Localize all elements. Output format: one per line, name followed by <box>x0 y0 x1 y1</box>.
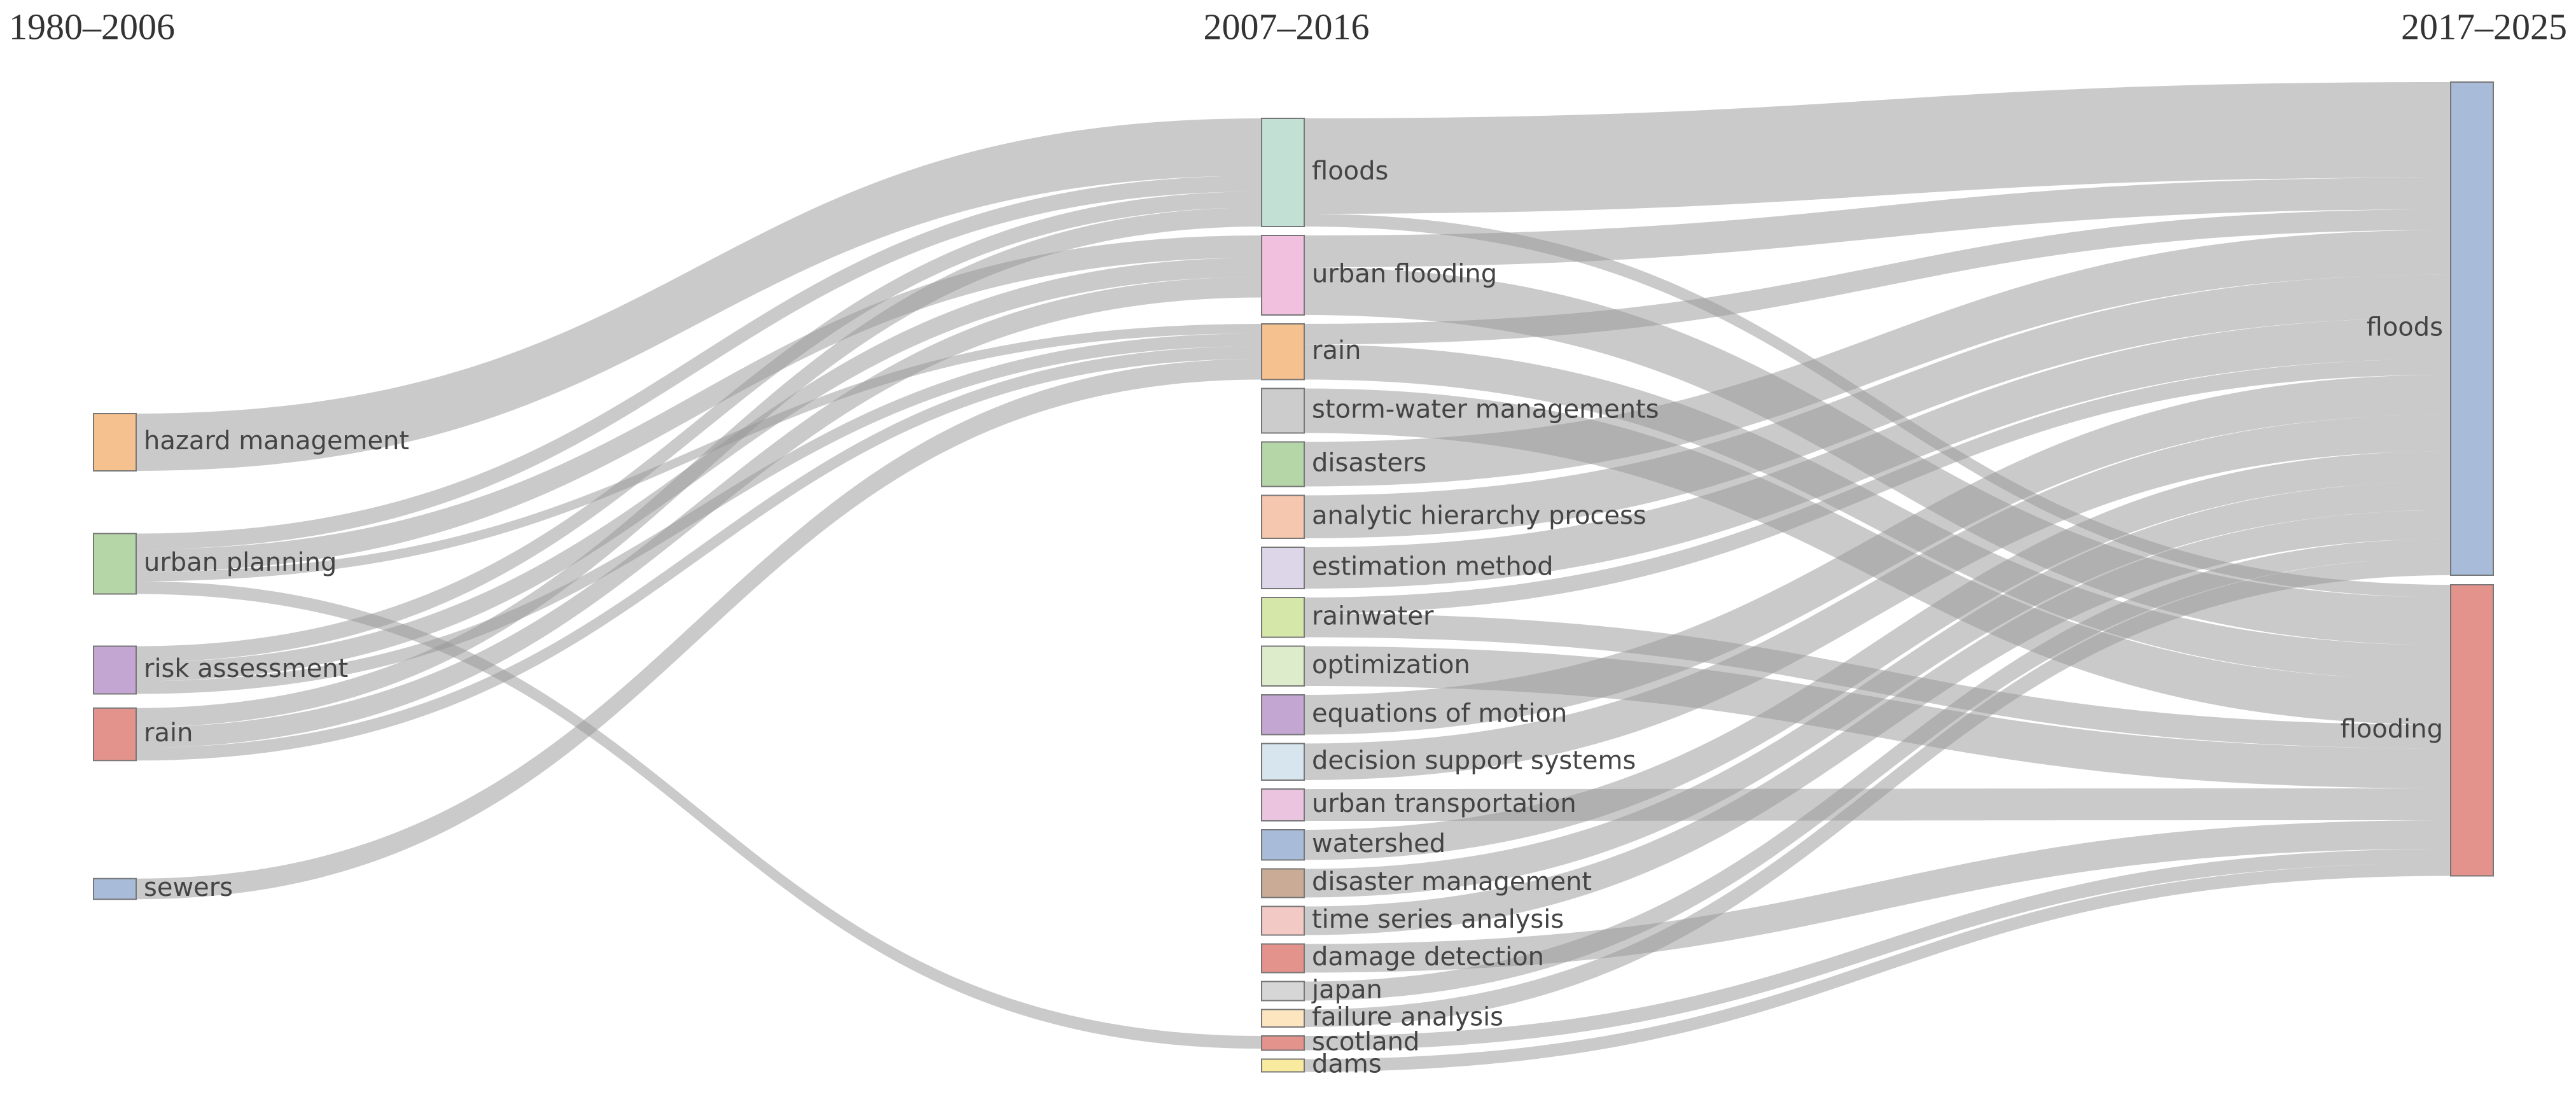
flow-link <box>1304 820 2451 973</box>
node <box>1261 743 1305 781</box>
node-label: scotland <box>1312 1027 1419 1056</box>
flow-link <box>1304 344 2451 680</box>
node <box>1261 905 1305 936</box>
labels: hazard management urban planning risk asse… <box>9 6 2567 1079</box>
flow-link <box>1304 230 2451 487</box>
node-label: time series analysis <box>1312 905 1564 934</box>
node <box>1261 494 1305 539</box>
node-label: hazard management <box>144 426 409 456</box>
flow-link <box>136 176 1262 550</box>
node-label: rain <box>144 718 193 748</box>
node <box>93 533 137 595</box>
node-label: urban planning <box>144 548 337 577</box>
node <box>93 877 137 900</box>
node <box>93 707 137 762</box>
flow-link <box>136 346 1262 761</box>
node <box>1261 645 1305 687</box>
node-label: damage detection <box>1312 942 1544 972</box>
flow-link <box>1304 375 2451 735</box>
node <box>1261 788 1305 821</box>
flow-link <box>136 324 1262 582</box>
node-label: equations of motion <box>1312 699 1567 728</box>
flow-link <box>136 277 1262 748</box>
node <box>1261 1035 1305 1051</box>
node <box>1261 323 1305 381</box>
node-label: risk assessment <box>144 654 348 683</box>
column-title: 2017–2025 <box>2401 6 2567 47</box>
node <box>1261 597 1305 638</box>
node <box>1261 694 1305 736</box>
flow-link <box>1304 318 2451 589</box>
node-label: storm-water managements <box>1312 395 1659 424</box>
flow-link <box>1304 178 2451 267</box>
flow-link <box>1304 451 2451 860</box>
node-label: sewers <box>144 873 233 902</box>
node <box>1261 981 1305 1002</box>
flow-link <box>1304 82 2451 214</box>
flow-link <box>1304 414 2451 780</box>
node-label: urban flooding <box>1312 260 1497 289</box>
node <box>1261 547 1305 589</box>
links <box>136 82 2451 1072</box>
flow-link <box>136 192 1262 662</box>
node <box>1261 868 1305 898</box>
flow-link <box>136 207 1262 727</box>
flow-link <box>136 581 1262 1049</box>
node-label: floods <box>1312 157 1388 186</box>
flow-link <box>1304 481 2451 898</box>
node <box>1261 441 1305 487</box>
node-label: optimization <box>1312 650 1470 680</box>
node <box>1261 235 1305 316</box>
flow-link <box>1304 359 2451 613</box>
node-label: dams <box>1312 1050 1382 1079</box>
flow-link <box>1304 538 2451 1001</box>
node-label: floods <box>2367 313 2443 342</box>
node-label: decision support systems <box>1312 746 1636 775</box>
flow-link <box>1304 274 2451 538</box>
node-label: rain <box>1312 336 1361 365</box>
node-label: rainwater <box>1312 601 1434 631</box>
node <box>93 645 137 695</box>
node <box>93 413 137 472</box>
flow-link <box>1304 849 2451 1051</box>
flow-link <box>1304 863 2451 1072</box>
node <box>2450 81 2494 576</box>
flow-link <box>136 118 1262 471</box>
flow-link <box>1304 510 2451 935</box>
node <box>2450 584 2494 877</box>
node <box>1261 388 1305 434</box>
node-label: analytic hierarchy process <box>1312 501 1647 530</box>
node-label: watershed <box>1312 829 1445 858</box>
node-label: japan <box>1311 975 1382 1005</box>
node-label: flooding <box>2341 715 2443 744</box>
node-label: disaster management <box>1312 867 1592 897</box>
node <box>1261 1058 1305 1073</box>
column-title: 2007–2016 <box>1204 6 1370 47</box>
node-label: disasters <box>1312 449 1426 478</box>
flow-link <box>136 235 1262 572</box>
column-title: 1980–2006 <box>9 6 175 47</box>
node <box>1261 118 1305 227</box>
node <box>1261 943 1305 974</box>
node <box>1261 829 1305 861</box>
flow-link <box>1304 557 2451 1027</box>
node-label: failure analysis <box>1312 1002 1503 1031</box>
flow-link <box>136 359 1262 900</box>
flow-link <box>1304 209 2451 345</box>
node <box>1261 1009 1305 1028</box>
node-label: estimation method <box>1312 552 1554 582</box>
node-label: urban transportation <box>1312 789 1577 818</box>
nodes <box>93 81 2494 1073</box>
